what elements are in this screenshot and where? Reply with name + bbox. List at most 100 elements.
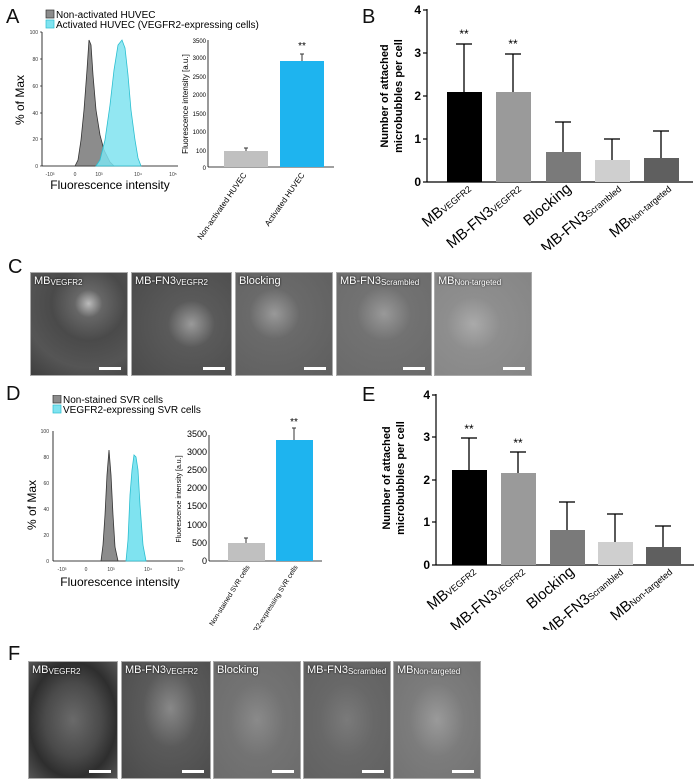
- bar-d-ylabel: Fluorescence intensity [a.u.]: [176, 455, 183, 542]
- scale-bar: [203, 367, 225, 370]
- panel-b-chart: 0 1 2 3 4 Number of attached microbubble…: [379, 3, 693, 250]
- micrograph-c-4: MB-FN3Scrambled: [336, 272, 432, 376]
- bar-mb-vegfr2: [452, 470, 487, 565]
- micrograph-f-5: MBNon-targeted: [393, 661, 481, 779]
- x-tick: 10³: [95, 172, 103, 178]
- micrograph-c-2: MB-FN3VEGFR2: [131, 272, 232, 376]
- x-tick: 0: [85, 567, 88, 573]
- y-tick: 4: [414, 3, 421, 17]
- micrograph-c-3: Blocking: [235, 272, 333, 376]
- bar-mb-vegfr2: [447, 92, 482, 182]
- x-tick: 10³: [107, 567, 115, 573]
- b-ylabel-2: microbubbles per cell: [393, 39, 405, 153]
- y-tick: 40: [43, 507, 49, 513]
- bar-mb-nontargeted: [644, 158, 679, 182]
- bar-a-xlabel-1: Activated HUVEC: [263, 171, 307, 228]
- scale-bar: [272, 770, 294, 773]
- b-ylabel-1: Number of attached: [379, 44, 391, 147]
- bar-chart-d: 0 500 1000 1500 2000 2500 3000 3500 ** F…: [176, 417, 322, 630]
- legend-swatch-vegfr2: [52, 404, 62, 414]
- scale-bar: [362, 770, 384, 773]
- bar-a-ylabel: Fluorescence intensity [a.u.]: [181, 54, 190, 154]
- y-tick: 0: [414, 175, 421, 189]
- scale-bar: [182, 770, 204, 773]
- x-tick: 10⁵: [169, 172, 177, 178]
- legend-swatch-activated: [45, 19, 55, 29]
- bar-chart-a: 0 100 1000 1500 2000 2500 3000 3500 ** F…: [181, 39, 334, 241]
- scale-bar: [89, 770, 111, 773]
- panel-letter-f: F: [8, 643, 21, 665]
- y-tick: 2: [414, 89, 421, 103]
- legend-label-non-stained: Non-stained SVR cells: [63, 395, 163, 406]
- y-tick: 20: [43, 533, 49, 539]
- bar-d-xlabel-1: VEGFR2-expressing SVR cells: [243, 564, 300, 630]
- scale-bar: [452, 770, 474, 773]
- y-tick: 60: [32, 84, 38, 90]
- hist-a-xlabel: Fluorescence intensity: [50, 178, 169, 192]
- legend-swatch-non-activated: [45, 9, 55, 19]
- panel-letter-d: D: [6, 383, 21, 405]
- hist-d-ylabel: % of Max: [25, 480, 39, 530]
- panel-d-figure: Non-stained SVR cells VEGFR2-expressing …: [25, 395, 322, 630]
- e-xlabel-1: MB-FN3VEGFR2: [447, 563, 528, 630]
- histogram-a: 0 20 40 60 80 100 -10³ 0 10³ 10⁴ 10⁵ % o…: [13, 30, 178, 192]
- bar-non-activated: [224, 151, 268, 167]
- b-xlabel-1: MB-FN3VEGFR2: [443, 180, 524, 250]
- micrograph-f-2: MB-FN3VEGFR2: [121, 661, 211, 779]
- y-tick: 1500: [193, 112, 207, 118]
- bar-mbfn3-scrambled: [598, 542, 633, 565]
- e-ylabel-1: Number of attached: [381, 426, 393, 529]
- panel-a-figure: Non-activated HUVEC Activated HUVEC (VEG…: [13, 9, 334, 241]
- panel-letter-a: A: [6, 6, 20, 28]
- significance-marker: **: [290, 417, 298, 428]
- bar-vegfr2-expressing: [276, 440, 313, 561]
- y-tick: 60: [43, 481, 49, 487]
- scale-bar: [403, 367, 425, 370]
- bar-blocking: [550, 530, 585, 565]
- legend-label-activated: Activated HUVEC (VEGFR2-expressing cells…: [56, 20, 259, 31]
- y-tick: 2500: [193, 75, 207, 81]
- y-tick: 0: [46, 559, 49, 565]
- scale-bar: [304, 367, 326, 370]
- x-tick: 10⁴: [144, 567, 152, 573]
- significance-marker: **: [464, 422, 474, 436]
- y-tick: 1500: [187, 501, 207, 511]
- scale-bar: [99, 367, 121, 370]
- x-tick: -10³: [46, 172, 55, 178]
- y-tick: 3500: [187, 429, 207, 439]
- y-tick: 500: [192, 538, 207, 548]
- e-ylabel-2: microbubbles per cell: [395, 421, 407, 535]
- y-tick: 1: [414, 132, 421, 146]
- bar-a-xlabel-0: Non-activated HUVEC: [196, 171, 249, 242]
- y-tick: 40: [32, 111, 38, 117]
- y-tick: 3500: [193, 39, 207, 45]
- y-tick: 1: [423, 515, 430, 529]
- significance-marker: **: [513, 436, 523, 450]
- y-tick: 0: [203, 166, 207, 172]
- y-tick: 20: [32, 137, 38, 143]
- y-tick: 3000: [193, 56, 207, 62]
- panel-letter-e: E: [362, 384, 376, 406]
- bar-blocking: [546, 152, 581, 182]
- significance-marker: **: [508, 37, 518, 51]
- y-tick: 2000: [187, 483, 207, 493]
- micrograph-c-1: MBVEGFR2: [30, 272, 128, 376]
- y-tick: 80: [32, 57, 38, 63]
- x-tick: 10⁴: [134, 172, 142, 178]
- bar-mbfn3-scrambled: [595, 160, 630, 182]
- bar-mbfn3-vegfr2: [496, 92, 531, 182]
- y-tick: 1000: [193, 130, 207, 136]
- significance-marker: **: [459, 27, 469, 41]
- micrograph-f-4: MB-FN3Scrambled: [303, 661, 391, 779]
- micrograph-c-5: MBNon-targeted: [434, 272, 532, 376]
- bar-non-stained: [228, 543, 265, 561]
- y-tick: 3: [414, 46, 421, 60]
- y-tick: 4: [423, 388, 430, 402]
- y-tick: 3000: [187, 447, 207, 457]
- panel-letter-b: B: [362, 6, 376, 28]
- micrograph-f-1: MBVEGFR2: [28, 661, 118, 779]
- y-tick: 100: [30, 30, 39, 36]
- legend-swatch-non-stained: [52, 395, 62, 404]
- y-tick: 2000: [193, 93, 207, 99]
- y-tick: 100: [41, 429, 50, 435]
